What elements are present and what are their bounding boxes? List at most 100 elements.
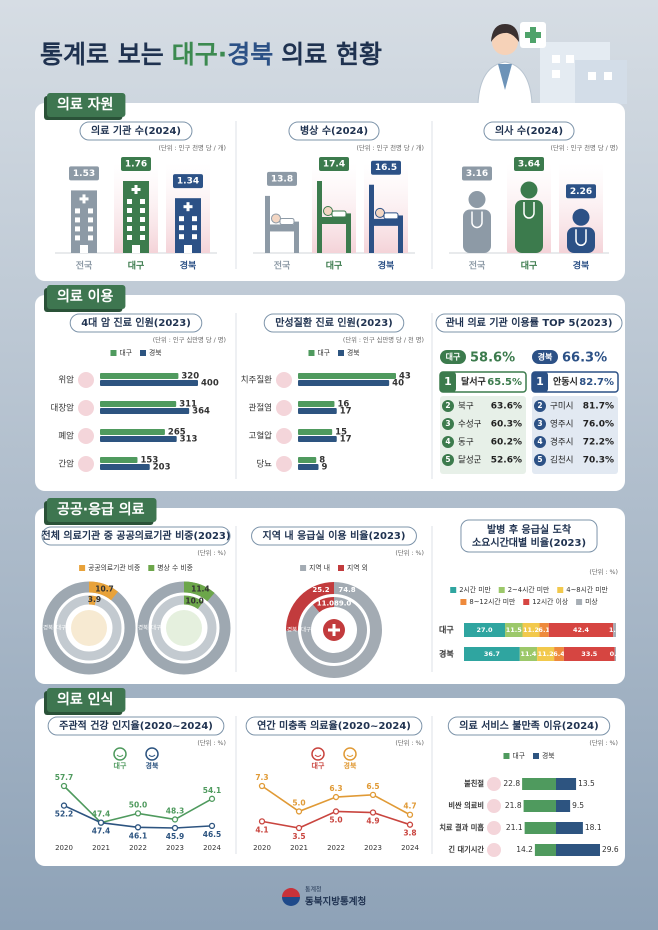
- rank-value: 72.2%: [583, 438, 614, 448]
- category-icon: [276, 372, 292, 388]
- unit-note: (단위 : 인구 천명 당 / 개): [158, 143, 226, 152]
- doctor-body: [567, 227, 595, 253]
- top-rank-icon: [440, 372, 456, 392]
- window: [88, 226, 93, 232]
- value-label: 21.8: [505, 801, 522, 810]
- chart-title: 의사 수(2024): [495, 124, 563, 137]
- window: [88, 217, 93, 223]
- category-label: 대구: [439, 625, 454, 635]
- legend-smile: [148, 754, 156, 757]
- chart-title-box: [447, 716, 611, 736]
- region-name: 경북: [538, 352, 553, 362]
- window: [566, 55, 574, 63]
- value-label: 5.0: [292, 798, 305, 807]
- line-point: [208, 795, 216, 802]
- bar: [556, 822, 583, 834]
- legend-label: 4~8시간 미만: [566, 585, 608, 594]
- value-label: 74.8: [338, 586, 355, 594]
- blanket: [279, 217, 295, 225]
- bar: [556, 800, 571, 812]
- category-icon: [487, 843, 501, 857]
- door: [132, 245, 140, 253]
- window: [552, 70, 560, 78]
- doctor-hair: [491, 24, 519, 42]
- value-badge: [121, 157, 151, 171]
- region-badge: [532, 350, 558, 364]
- bar: [522, 778, 556, 790]
- rank-value: 60.3%: [491, 420, 522, 430]
- value-label: 21.1: [506, 823, 523, 832]
- bed-post: [346, 213, 351, 253]
- window: [192, 225, 197, 231]
- value-label: 9.5: [572, 801, 584, 810]
- bed-post: [398, 215, 403, 253]
- title-part: 의료 현황: [281, 40, 382, 69]
- bar-segment: [554, 647, 564, 661]
- region-rate: 58.6%: [470, 351, 515, 366]
- legend-face: [343, 747, 357, 761]
- window: [75, 226, 80, 232]
- value-label: 17: [340, 435, 352, 445]
- value-label: 52.2: [55, 810, 74, 819]
- bar-segment: [537, 647, 555, 661]
- region-badge: [440, 350, 466, 364]
- door: [80, 245, 88, 253]
- bed-post: [369, 184, 374, 253]
- rank-value: 82.7%: [579, 377, 614, 388]
- chart-title-box: [483, 121, 575, 141]
- donut-slice: [286, 582, 382, 678]
- emblem-top: [282, 888, 300, 897]
- value-label: 48.3: [166, 806, 185, 815]
- window: [127, 208, 132, 213]
- value-badge: [514, 157, 544, 171]
- x-tick-label: 2024: [203, 844, 221, 852]
- bar: [100, 380, 198, 386]
- line-point: [60, 802, 68, 809]
- rank-circle: [442, 436, 454, 448]
- window: [192, 216, 197, 222]
- line-point: [171, 824, 179, 832]
- ring-arc: [88, 595, 97, 606]
- category-label: 전국: [469, 260, 486, 272]
- x-tick-label: 2021: [92, 844, 110, 852]
- rank-name: 수성구: [458, 420, 482, 430]
- value-label: 203: [153, 463, 171, 473]
- legend-marker: [338, 565, 344, 571]
- legend-label: 경북: [347, 348, 360, 357]
- chart-title: 소요시간대별 비율(2023): [472, 536, 586, 549]
- legend-smile: [346, 754, 354, 757]
- value-label: 3.8: [403, 829, 416, 838]
- window: [604, 72, 612, 80]
- value-label: 16.5: [375, 163, 397, 173]
- value-label: 47.4: [92, 810, 111, 819]
- value-label: 42.4: [573, 626, 590, 634]
- line-point: [332, 793, 340, 801]
- category-label: 치주질환: [241, 375, 272, 386]
- line-point: [295, 824, 303, 832]
- doctor-shirt: [498, 64, 512, 90]
- line-point: [134, 824, 142, 831]
- rank-value: 70.3%: [583, 456, 614, 466]
- pictogram-icon: [463, 190, 491, 253]
- line-point: [295, 808, 303, 815]
- patient-head: [375, 207, 385, 218]
- category-label: 폐암: [58, 431, 74, 442]
- rank-number: 2: [537, 401, 542, 410]
- bar: [100, 373, 179, 379]
- value-label: 46.1: [129, 831, 148, 840]
- doctor-head: [572, 208, 590, 226]
- rank-name: 북구: [458, 402, 474, 412]
- unit-note: (단위 : 인구 천명 당 / 명): [550, 143, 618, 152]
- legend-label: 대구: [114, 761, 127, 770]
- x-tick-label: 2020: [253, 844, 271, 852]
- rank-circle: [442, 454, 454, 466]
- unit-note: (단위 : 인구 십만명 당 / 명): [153, 335, 226, 344]
- bar-segment: [614, 647, 616, 661]
- category-label: 위암: [58, 375, 74, 386]
- value-label: 265: [168, 428, 186, 438]
- chart-title-box: [435, 313, 623, 333]
- unit-note: (단위 : %): [589, 738, 618, 747]
- emblem-bottom: [282, 897, 300, 906]
- value-label: 47.4: [92, 827, 111, 836]
- bar: [298, 380, 390, 386]
